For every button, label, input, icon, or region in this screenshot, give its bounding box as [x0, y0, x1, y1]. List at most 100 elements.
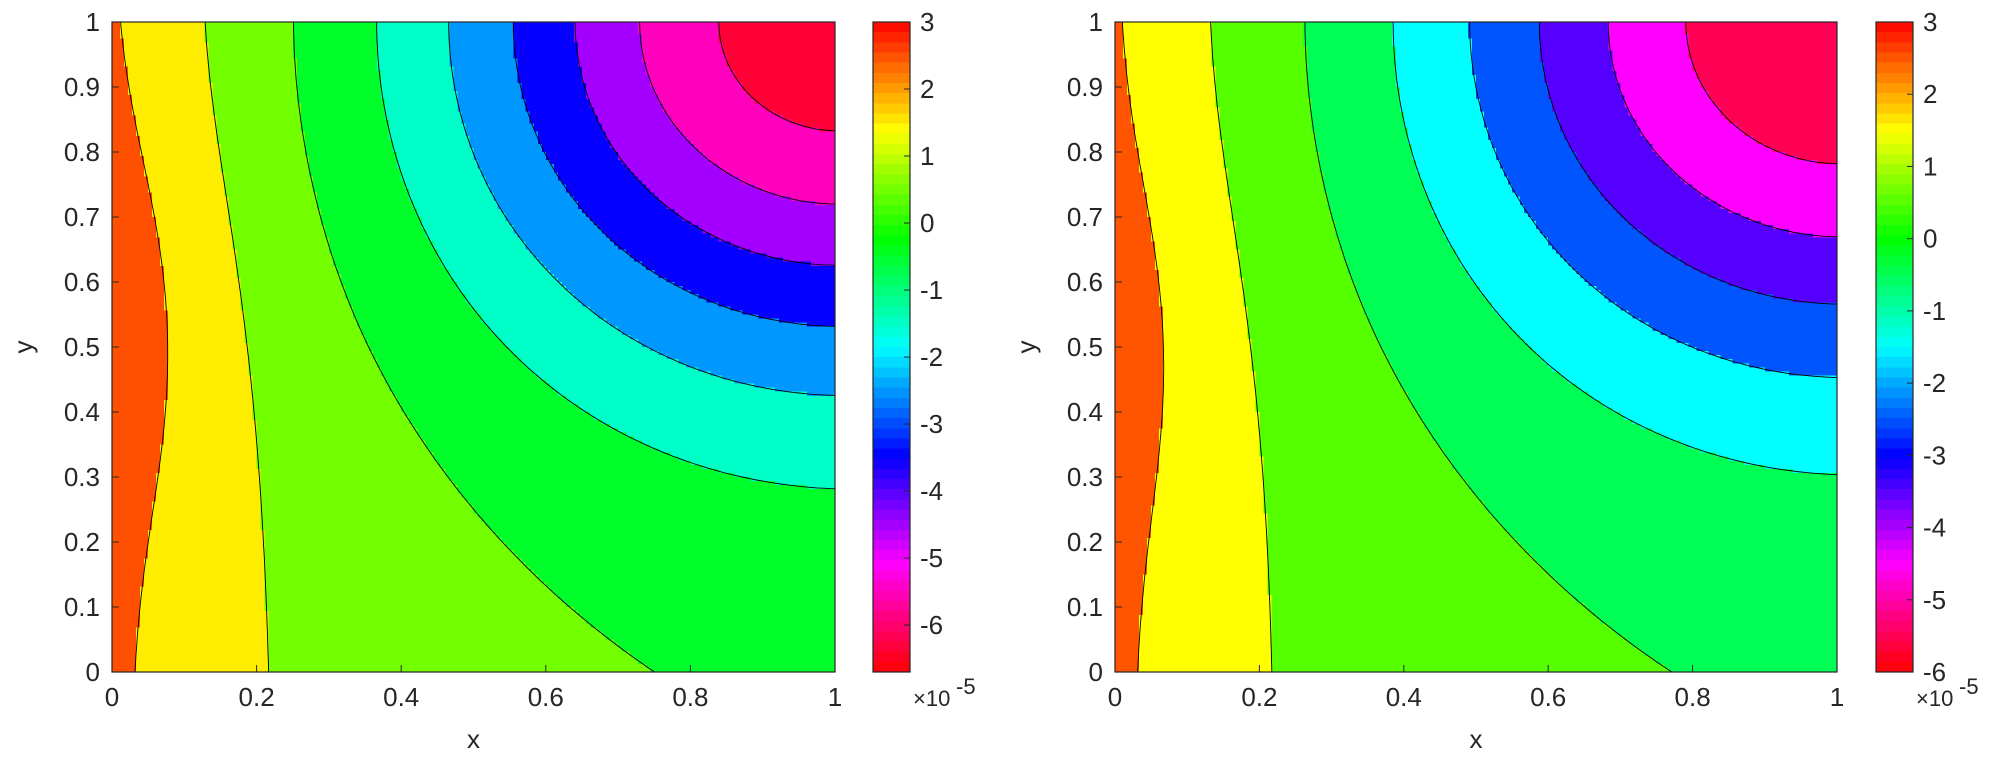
- colorbar-segment: [873, 82, 910, 94]
- colorbar-segment: [1876, 235, 1913, 247]
- y-tick-label: 0.7: [1067, 202, 1103, 232]
- colorbar-segment: [873, 235, 910, 247]
- contour-line-1-2: [204, 21, 270, 673]
- colorbar-segment: [1876, 651, 1913, 663]
- x-tick-label: 0.4: [383, 682, 419, 712]
- colorbar-segment: [873, 600, 910, 612]
- colorbar-segment: [1876, 377, 1913, 389]
- x-tick-label: 0.6: [1530, 682, 1566, 712]
- colorbar-segment: [873, 204, 910, 216]
- y-tick-label: 0.4: [1067, 397, 1103, 427]
- colorbar-segment: [873, 143, 910, 155]
- colorbar-segment: [873, 245, 910, 257]
- y-tick-label: 0: [1089, 657, 1103, 687]
- contour-line-1-9: [718, 21, 836, 132]
- colorbar-segment: [873, 377, 910, 389]
- colorbar-segment: [873, 72, 910, 84]
- y-tick-label: 0.7: [64, 202, 100, 232]
- colorbar-segment: [1876, 42, 1913, 54]
- colorbar-segment: [1876, 661, 1913, 673]
- colorbar-segment: [1876, 255, 1913, 267]
- contour-line-1-5: [448, 22, 836, 396]
- colorbar-segment: [873, 214, 910, 226]
- colorbar-tick-label: -5: [920, 543, 943, 573]
- colorbar-segment: [1876, 631, 1913, 643]
- x-tick-label: 1: [1830, 682, 1844, 712]
- y-tick-label: 0.9: [1067, 72, 1103, 102]
- colorbar-segment: [1876, 174, 1913, 186]
- x-tick-label: 0.2: [1241, 682, 1277, 712]
- colorbar-tick-label: -3: [920, 409, 943, 439]
- colorbar-segment: [1876, 387, 1913, 399]
- colorbar-segment: [873, 347, 910, 358]
- y-tick-label: 0: [86, 657, 100, 687]
- y-tick-label: 0.2: [1067, 527, 1103, 557]
- colorbar-tick-label: 2: [920, 74, 934, 104]
- contour-lines-1: [120, 21, 836, 673]
- colorbar-segment: [873, 397, 910, 409]
- colorbar-segment: [873, 661, 910, 673]
- colorbar-segment: [1876, 529, 1913, 541]
- colorbar-segment: [1876, 22, 1913, 33]
- colorbar-segment: [1876, 225, 1913, 236]
- x-axis-label: x: [467, 724, 480, 754]
- x-axis-label: x: [1470, 724, 1483, 754]
- colorbar-segment: [1876, 123, 1913, 135]
- colorbar-segment: [1876, 600, 1913, 612]
- colorbar-tick-label: -4: [920, 476, 943, 506]
- colorbar-segment: [873, 42, 910, 54]
- contour-line-2-6: [1538, 21, 1838, 305]
- x-tick-label: 0: [105, 682, 119, 712]
- colorbar-segment: [873, 22, 910, 33]
- y-tick-label: 0.2: [64, 527, 100, 557]
- colorbar-tick-label: 3: [1923, 7, 1937, 37]
- colorbar-segment: [873, 550, 910, 561]
- colorbar-segment: [1876, 458, 1913, 470]
- colorbar-segment: [873, 194, 910, 206]
- colorbar-segment: [873, 103, 910, 115]
- colorbar-segment: [1876, 570, 1913, 582]
- colorbar-segment: [1876, 509, 1913, 521]
- contour-fill-1: [112, 22, 836, 673]
- colorbar-segment: [1876, 316, 1913, 328]
- colorbar-segment: [1876, 113, 1913, 125]
- y-tick-label: 0.3: [1067, 462, 1103, 492]
- colorbar-tick-label: 1: [920, 141, 934, 171]
- y-tick-label: 0.4: [64, 397, 100, 427]
- colorbar-segment: [1876, 194, 1913, 206]
- colorbar-tick-label: 0: [1923, 224, 1937, 254]
- colorbar-segment: [1876, 407, 1913, 419]
- colorbar-segment: [873, 590, 910, 602]
- colorbar-segment: [873, 62, 910, 74]
- colorbar-segment: [873, 113, 910, 125]
- chart-panel-1: 0 0.2 0.4 0.6 0.8 1 0 0.1 0.2 0.3 0.4 0.5 0.6 0.7 0.8 0…: [8, 7, 976, 754]
- x-tick-label: 0.8: [1675, 682, 1711, 712]
- colorbar-segment: [873, 133, 910, 145]
- y-axis-label: y: [1011, 341, 1041, 354]
- colorbar-segment: [1876, 550, 1913, 561]
- colorbar-segment: [873, 529, 910, 541]
- colorbar-segment: [873, 479, 910, 490]
- colorbar-segment: [1876, 296, 1913, 308]
- contour-line-2-4: [1392, 21, 1838, 476]
- y-tick-label: 0.6: [1067, 267, 1103, 297]
- colorbar-segment: [1876, 611, 1913, 622]
- colorbar-segment: [873, 174, 910, 186]
- colorbar-segment: [1876, 641, 1913, 653]
- colorbar-segment: [1876, 143, 1913, 155]
- colorbar-segment: [1876, 357, 1913, 369]
- colorbar-tick-label: -4: [1923, 513, 1946, 543]
- colorbar-segment: [1876, 418, 1913, 429]
- colorbar-segment: [873, 458, 910, 470]
- y-tick-label: 0.9: [64, 72, 100, 102]
- colorbar-segment: [1876, 164, 1913, 176]
- colorbar-segment: [873, 631, 910, 643]
- contour-line-2-2: [1210, 21, 1273, 673]
- x-tick-label: 1: [828, 682, 842, 712]
- colorbar-segment: [873, 611, 910, 622]
- colorbar-segment: [873, 336, 910, 348]
- colorbar-segment: [1876, 326, 1913, 338]
- colorbar-segment: [873, 641, 910, 653]
